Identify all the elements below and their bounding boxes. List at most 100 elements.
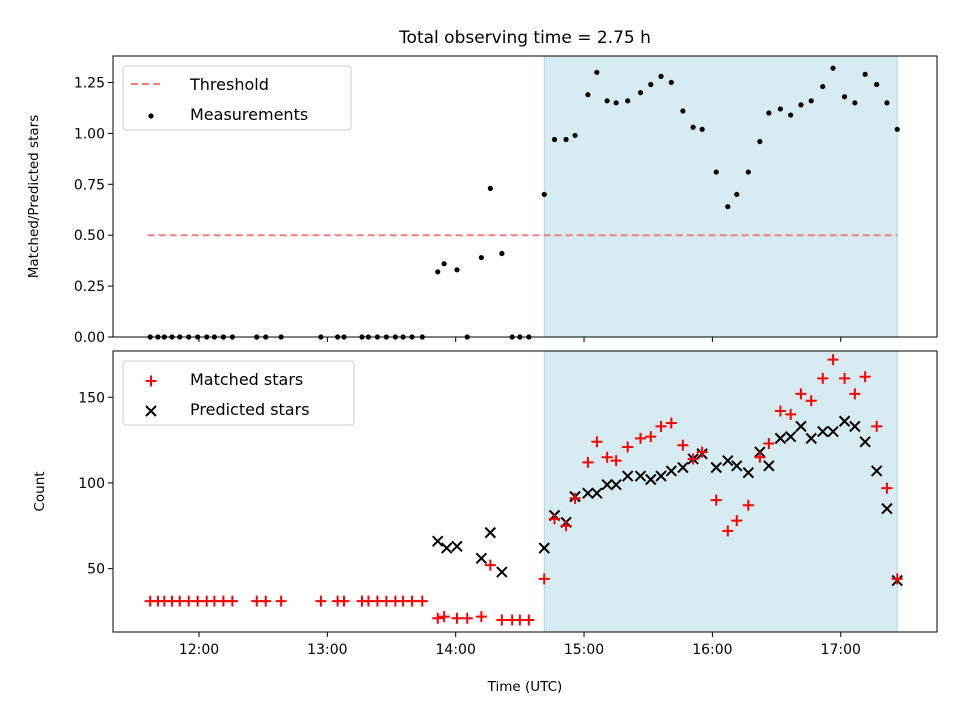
top-y-ticks: 0.00 0.25 0.50 0.75 1.00 1.25 <box>74 75 113 346</box>
matched-star-point <box>817 372 829 384</box>
predicted-star-point <box>763 460 775 472</box>
matched-star-point <box>839 372 851 384</box>
matched-star-point <box>827 354 839 366</box>
measurement-point <box>874 81 880 88</box>
measurement-point <box>745 169 751 175</box>
top-x-ticks <box>198 337 842 342</box>
matched-star-point <box>475 611 487 623</box>
matched-star-point <box>338 595 350 607</box>
matched-star-point <box>582 456 594 468</box>
x-tick-label: 16:00 <box>692 642 732 658</box>
y-tick-label: 100 <box>78 476 105 492</box>
legend-box <box>122 360 355 426</box>
x-tick-label: 17:00 <box>821 642 861 658</box>
predicted-star-point <box>475 552 488 565</box>
predicted-star-point <box>722 454 734 467</box>
y-tick-label: 50 <box>87 562 105 578</box>
matched-star-point <box>805 395 817 407</box>
measurement-point <box>699 126 705 132</box>
top-panel: 0.00 0.25 0.50 0.75 1.00 1.25 Total observing… <box>26 28 938 346</box>
x-tick-label: 15:00 <box>564 642 604 658</box>
measurement-point <box>563 136 569 143</box>
predicted-star-point <box>601 478 613 491</box>
measurement-point <box>613 100 619 106</box>
matched-star-point <box>731 515 743 527</box>
predicted-star-point <box>784 430 797 443</box>
measurement-point <box>852 100 858 106</box>
predicted-star-point <box>665 465 678 477</box>
predicted-star-point <box>591 487 603 499</box>
matched-star-point <box>763 438 775 450</box>
legend-box <box>122 65 352 131</box>
x-tick-label: 14:00 <box>436 642 476 658</box>
top-y-axis-label: Matched/Predicted stars <box>26 115 42 278</box>
bottom-y-ticks: 50 100 150 <box>78 390 113 578</box>
y-tick-label: 0.25 <box>74 279 105 295</box>
matched-star-point <box>560 520 572 532</box>
matched-star-point <box>665 417 677 429</box>
predicted-star-point <box>496 566 508 578</box>
legend-label: Measurements <box>190 105 308 124</box>
predicted-star-point <box>870 465 883 477</box>
y-tick-label: 1.25 <box>74 75 105 91</box>
measurement-point <box>734 191 740 198</box>
measurement-point <box>725 204 731 210</box>
matched-star-point <box>538 573 550 585</box>
matched-star-point <box>859 371 871 383</box>
legend-predicted-swatch <box>145 405 157 417</box>
matched-star-point <box>722 525 734 537</box>
matched-star-point <box>275 595 287 607</box>
predicted-star-point <box>710 461 722 474</box>
matched-star-point <box>496 614 508 626</box>
matched-star-point <box>795 388 807 400</box>
matched-star-point <box>461 612 473 624</box>
measurement-point <box>604 98 610 104</box>
measurement-point <box>788 112 794 118</box>
legend-label: Predicted stars <box>190 400 310 419</box>
top-legend: Threshold Measurements <box>122 65 352 131</box>
matched-star-point <box>622 441 634 453</box>
x-tick-label: 12:00 <box>179 642 219 658</box>
bottom-axes-frame <box>112 350 938 633</box>
predicted-star-point <box>484 526 497 539</box>
matched-star-point <box>260 595 272 607</box>
predicted-star-point <box>859 436 871 448</box>
y-tick-label: 0.75 <box>74 177 105 193</box>
measurement-point <box>625 98 631 104</box>
legend-label: Threshold <box>189 75 269 94</box>
measurement-point <box>668 79 674 86</box>
measurement-point <box>690 124 696 130</box>
predicted-star-point <box>742 466 755 479</box>
bottom-legend: Matched stars Predicted stars <box>122 360 355 426</box>
matched-star-point <box>601 451 613 463</box>
measurement-point <box>798 102 804 108</box>
measurement-point <box>454 267 460 273</box>
matched-star-point <box>754 451 766 463</box>
matched-star-point <box>785 408 797 420</box>
matched-star-point <box>406 595 418 607</box>
measurement-point <box>757 138 763 145</box>
matched-star-point <box>315 595 327 607</box>
matched-star-point <box>687 453 699 465</box>
measurement-point <box>894 126 900 132</box>
bottom-x-ticks: 12:00 13:00 14:00 15:00 16:00 17:00 <box>179 632 861 658</box>
measurement-point <box>658 73 664 79</box>
matched-star-point <box>569 492 581 504</box>
y-tick-label: 150 <box>78 390 105 406</box>
matched-star-point <box>416 595 428 607</box>
measurement-point <box>585 92 591 98</box>
measurement-point <box>862 71 868 77</box>
measurement-point <box>777 106 784 112</box>
matched-star-point <box>696 446 708 458</box>
x-axis-label: Time (UTC) <box>487 679 563 695</box>
matched-star-point <box>871 420 883 432</box>
predicted-star-point <box>731 460 743 472</box>
predicted-star-point <box>677 461 689 474</box>
matched-star-point <box>710 494 722 506</box>
matched-star-point <box>881 482 893 494</box>
measurement-point <box>572 132 578 139</box>
y-tick-label: 0.00 <box>74 330 105 346</box>
matched-star-point <box>523 614 535 626</box>
matched-star-point <box>849 388 861 400</box>
